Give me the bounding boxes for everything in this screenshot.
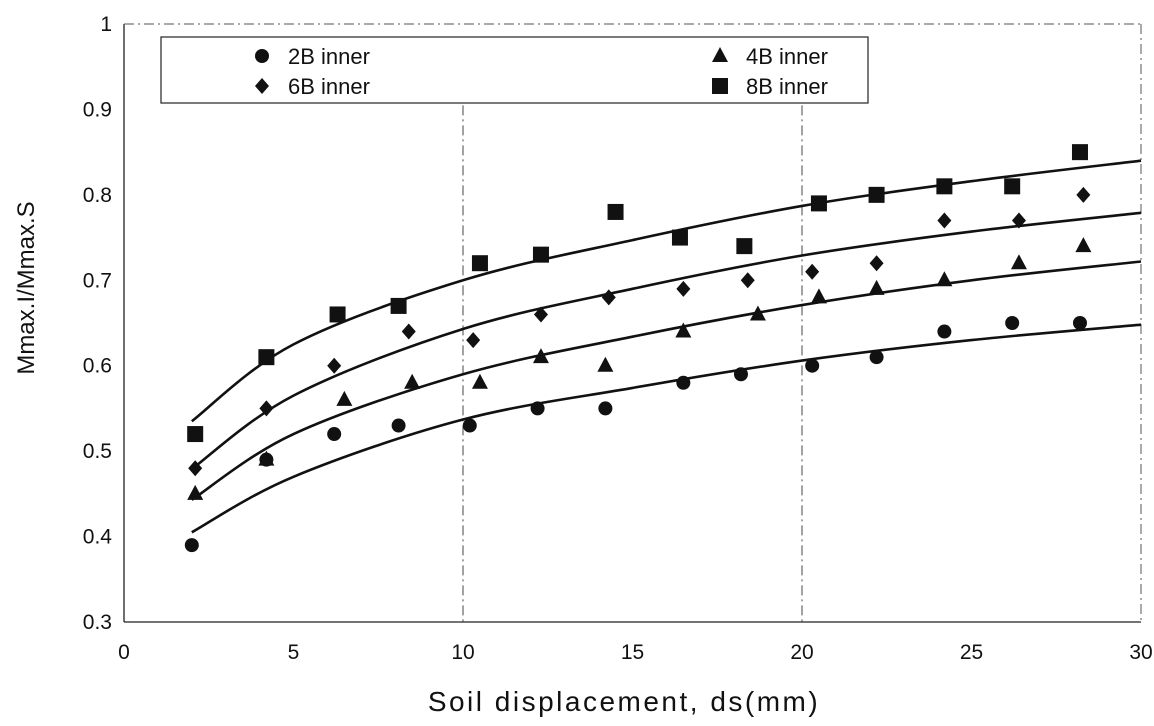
y-axis-title: Mmax.I/Mmax.S bbox=[13, 201, 40, 374]
fit-curve-4b-inner bbox=[191, 260, 1142, 501]
data-point bbox=[1072, 316, 1087, 330]
data-point bbox=[733, 367, 748, 382]
data-point bbox=[805, 358, 820, 373]
y-tick-label: 0.9 bbox=[83, 98, 112, 121]
data-point bbox=[810, 195, 827, 212]
data-point bbox=[740, 272, 755, 289]
data-point bbox=[258, 349, 275, 366]
x-tick-label: 25 bbox=[960, 641, 983, 664]
data-point bbox=[1076, 186, 1091, 203]
legend-label: 6B inner bbox=[288, 74, 370, 99]
x-tick-label: 5 bbox=[288, 641, 300, 664]
data-point bbox=[404, 373, 421, 389]
data-point bbox=[391, 418, 406, 433]
y-tick-label: 0.7 bbox=[83, 269, 112, 292]
y-tick-label: 0.8 bbox=[83, 184, 112, 207]
data-point bbox=[805, 263, 820, 280]
data-point bbox=[736, 238, 753, 255]
y-tick-label: 0.5 bbox=[83, 440, 112, 463]
data-point bbox=[868, 279, 885, 295]
legend: 2B inner 4B inner 6B inner 8B inner bbox=[160, 36, 869, 104]
data-point bbox=[1010, 254, 1027, 270]
data-point bbox=[597, 356, 614, 372]
data-point bbox=[676, 280, 691, 297]
data-point bbox=[390, 297, 407, 314]
legend-marker bbox=[712, 47, 728, 62]
axes-layer bbox=[123, 23, 1142, 623]
data-point bbox=[1011, 212, 1026, 229]
data-point bbox=[607, 203, 624, 220]
data-point bbox=[187, 484, 204, 500]
data-point bbox=[598, 401, 613, 416]
legend-marker bbox=[712, 78, 728, 94]
data-points bbox=[184, 144, 1092, 553]
x-tick-label: 0 bbox=[118, 641, 130, 664]
data-point bbox=[1005, 316, 1020, 330]
legend-box bbox=[160, 36, 869, 104]
x-axis-title: Soil displacement, ds(mm) bbox=[428, 686, 820, 717]
data-point bbox=[868, 186, 885, 203]
y-tick-label: 0.6 bbox=[83, 355, 112, 378]
data-point bbox=[937, 324, 952, 339]
data-point bbox=[810, 288, 827, 304]
data-point bbox=[749, 305, 766, 321]
fit-curve-8b-inner bbox=[191, 159, 1142, 423]
grid-layer bbox=[462, 105, 803, 622]
data-point bbox=[401, 323, 416, 340]
data-point bbox=[869, 350, 884, 365]
data-point bbox=[471, 255, 488, 272]
data-point bbox=[462, 418, 477, 433]
data-point bbox=[532, 348, 549, 364]
y-tick-label: 0.3 bbox=[83, 611, 112, 634]
data-point bbox=[471, 373, 488, 389]
x-tick-label: 30 bbox=[1129, 641, 1152, 664]
legend-label: 8B inner bbox=[746, 74, 828, 99]
data-point bbox=[258, 450, 275, 466]
legend-marker bbox=[255, 49, 269, 63]
data-point bbox=[533, 306, 548, 323]
data-point bbox=[532, 246, 549, 263]
data-point bbox=[327, 427, 342, 442]
legend-marker bbox=[255, 78, 269, 94]
x-tick-label: 15 bbox=[621, 641, 644, 664]
data-point bbox=[327, 357, 342, 374]
data-point bbox=[671, 229, 688, 246]
x-tick-label: 10 bbox=[451, 641, 474, 664]
data-point bbox=[530, 401, 545, 416]
data-point bbox=[336, 390, 353, 406]
data-point bbox=[1075, 237, 1092, 253]
data-point bbox=[184, 538, 199, 553]
data-point bbox=[937, 212, 952, 229]
data-point bbox=[329, 306, 346, 323]
data-point bbox=[936, 271, 953, 287]
legend-label: 4B inner bbox=[746, 44, 828, 69]
legend-label: 2B inner bbox=[288, 44, 370, 69]
fit-curves bbox=[191, 159, 1142, 534]
data-point bbox=[466, 332, 481, 349]
data-point bbox=[259, 400, 274, 417]
tick-labels: 0 5 10 15 20 25 30 0.3 0.4 0.5 0.6 0.7 0.8 0.9 1 bbox=[83, 13, 1153, 664]
data-point bbox=[188, 460, 203, 477]
x-tick-label: 20 bbox=[790, 641, 813, 664]
data-point bbox=[869, 255, 884, 272]
y-tick-label: 0.4 bbox=[83, 526, 113, 549]
data-point bbox=[936, 178, 953, 195]
data-point bbox=[187, 426, 204, 443]
data-point bbox=[601, 289, 616, 306]
fit-curve-6b-inner bbox=[191, 211, 1142, 471]
data-point bbox=[676, 375, 691, 390]
fit-curve-2b-inner bbox=[191, 323, 1142, 534]
y-tick-label: 1 bbox=[100, 13, 112, 36]
data-point bbox=[675, 322, 692, 338]
data-point bbox=[1071, 144, 1088, 161]
data-point bbox=[1004, 178, 1021, 195]
